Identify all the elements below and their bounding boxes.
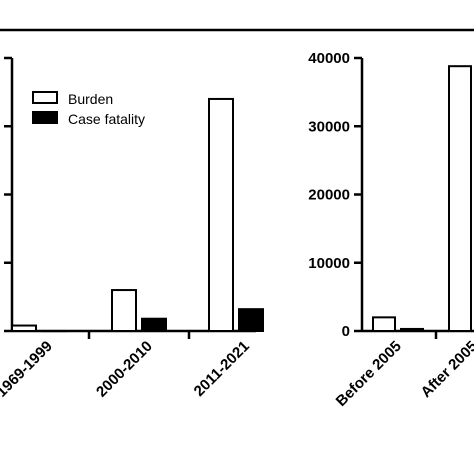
x-tick-label: After 2005 [418, 338, 474, 401]
legend-label-burden: Burden [68, 91, 113, 107]
x-tick-label: Before 2005 [333, 338, 405, 410]
legend: Burden Case fatality [32, 91, 145, 127]
y-tick-label: 20000 [308, 187, 350, 204]
x-tick-label: 2011-2021 [191, 338, 253, 400]
left-bars [11, 97, 264, 333]
y-tick-label: 40000 [308, 50, 350, 67]
y-tick-label: 30000 [308, 118, 350, 135]
x-tick-label: 1969-1999 [0, 338, 56, 401]
left-x-ticks [87, 331, 191, 339]
legend-swatch-case-fatality [32, 111, 58, 124]
x-tick-label: 2000-2010 [93, 338, 156, 401]
bar-burden-1969-1999 [11, 324, 37, 333]
bar-case-fatality-2011-2021 [238, 308, 264, 333]
bar-case-fatality-before-2005 [400, 327, 424, 333]
bar-burden-before-2005 [372, 316, 396, 333]
legend-swatch-burden [32, 91, 58, 104]
left-chart: 1969-1999 2000-2010 2011-2021 Burden Case … [0, 56, 264, 401]
top-frame [0, 28, 474, 32]
right-chart: 0 10000 20000 30000 40000 Before 2005 After 2… [308, 50, 474, 410]
left-y-ticks [4, 56, 12, 333]
bar-burden-2000-2010 [111, 289, 137, 332]
right-y-ticks [354, 56, 362, 333]
bar-burden-2011-2021 [208, 97, 234, 332]
y-tick-label: 0 [342, 323, 350, 340]
right-bars [372, 65, 472, 333]
left-x-tick-labels: 1969-1999 2000-2010 2011-2021 [0, 338, 253, 401]
right-y-tick-labels: 0 10000 20000 30000 40000 [308, 50, 350, 340]
y-tick-label: 10000 [308, 255, 350, 272]
bar-burden-after-2005 [448, 65, 472, 332]
legend-label-case-fatality: Case fatality [68, 111, 145, 127]
bar-case-fatality-2000-2010 [141, 317, 167, 332]
right-x-tick-labels: Before 2005 After 2005 [333, 338, 474, 410]
